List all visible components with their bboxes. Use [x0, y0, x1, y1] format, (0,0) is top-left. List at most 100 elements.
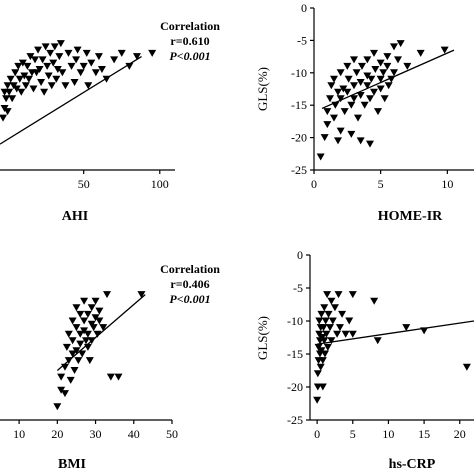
data-point [47, 82, 56, 90]
data-point [330, 304, 339, 312]
data-point [85, 357, 94, 365]
data-point [341, 330, 350, 338]
data-point [328, 317, 337, 325]
data-point [41, 43, 50, 51]
y-tick-label: -15 [287, 347, 303, 361]
data-point [93, 330, 102, 338]
y-tick-label: -10 [287, 314, 303, 328]
data-point [55, 53, 64, 61]
data-point [363, 82, 372, 90]
data-point [343, 88, 352, 96]
data-point [363, 72, 372, 80]
data-point [360, 101, 369, 109]
data-point [323, 291, 332, 299]
data-point [383, 53, 392, 61]
data-point [84, 82, 93, 90]
data-point [320, 304, 329, 312]
data-point [356, 137, 365, 145]
x-tick-label: 10 [382, 427, 394, 441]
data-point [336, 95, 345, 103]
data-point [340, 108, 349, 116]
y-tick-label: -25 [291, 163, 307, 177]
y-tick-label: 0 [297, 248, 303, 262]
data-point [82, 49, 91, 57]
data-point [89, 324, 98, 332]
regression-line [0, 56, 142, 145]
data-point [318, 383, 327, 391]
data-point [58, 69, 67, 77]
x-tick-label: 5 [350, 427, 356, 441]
x-axis-label: hs-CRP [389, 457, 436, 472]
data-point [21, 82, 30, 90]
data-point [327, 82, 336, 90]
data-point [323, 343, 332, 351]
x-tick-label: 0 [311, 177, 317, 191]
data-point [106, 373, 115, 381]
data-point [374, 108, 382, 116]
data-point [402, 324, 411, 332]
data-point [97, 66, 106, 74]
data-point [43, 62, 52, 70]
x-tick-label: 10 [441, 177, 453, 191]
data-point [390, 69, 398, 77]
x-tick-label: 20 [51, 427, 63, 441]
data-point [320, 350, 329, 358]
x-axis-label: BMI [58, 457, 86, 472]
data-point [62, 343, 71, 351]
data-point [320, 134, 329, 142]
data-point [320, 337, 329, 345]
data-point [325, 324, 334, 332]
data-point [53, 403, 62, 411]
data-point [383, 62, 392, 70]
data-point [148, 49, 157, 57]
data-point [44, 72, 53, 80]
correlation-r: r=0.610 [170, 34, 209, 48]
data-point [70, 79, 79, 87]
data-point [317, 310, 326, 318]
data-point [3, 82, 12, 90]
data-point [83, 310, 92, 318]
data-point [403, 62, 412, 70]
x-tick-label: 10 [13, 427, 25, 441]
data-point [18, 59, 27, 67]
data-point [354, 114, 362, 122]
data-point [348, 330, 357, 338]
data-point [373, 337, 382, 345]
data-point [330, 114, 338, 122]
data-point [80, 297, 89, 305]
data-point [376, 85, 385, 93]
data-point [12, 85, 21, 93]
data-point [379, 69, 388, 77]
data-point [321, 317, 330, 325]
x-axis-label: AHI [62, 209, 88, 224]
data-point [366, 140, 374, 148]
data-point [6, 75, 15, 83]
data-point [110, 56, 119, 64]
data-point [356, 91, 365, 99]
data-point [31, 56, 39, 64]
y-tick-label: 0 [301, 1, 307, 15]
data-point [17, 88, 26, 96]
x-tick-label: 20 [454, 427, 466, 441]
data-point [23, 62, 32, 70]
data-point [336, 127, 345, 135]
correlation-p: P<0.001 [169, 49, 210, 63]
data-point [68, 317, 77, 325]
data-point [396, 40, 405, 48]
data-point [390, 43, 398, 51]
data-point [35, 66, 44, 74]
regression-line [321, 49, 455, 110]
data-point [334, 88, 342, 96]
data-point [345, 317, 354, 325]
data-point [24, 75, 33, 83]
data-point [68, 350, 77, 358]
x-tick-label: 100 [151, 177, 169, 191]
data-point [56, 40, 65, 48]
data-point [125, 62, 134, 70]
data-point [114, 373, 123, 381]
regression-line [317, 320, 474, 345]
y-axis-label: GLS(%) [255, 316, 270, 360]
data-point [72, 304, 81, 312]
data-point [322, 330, 331, 338]
